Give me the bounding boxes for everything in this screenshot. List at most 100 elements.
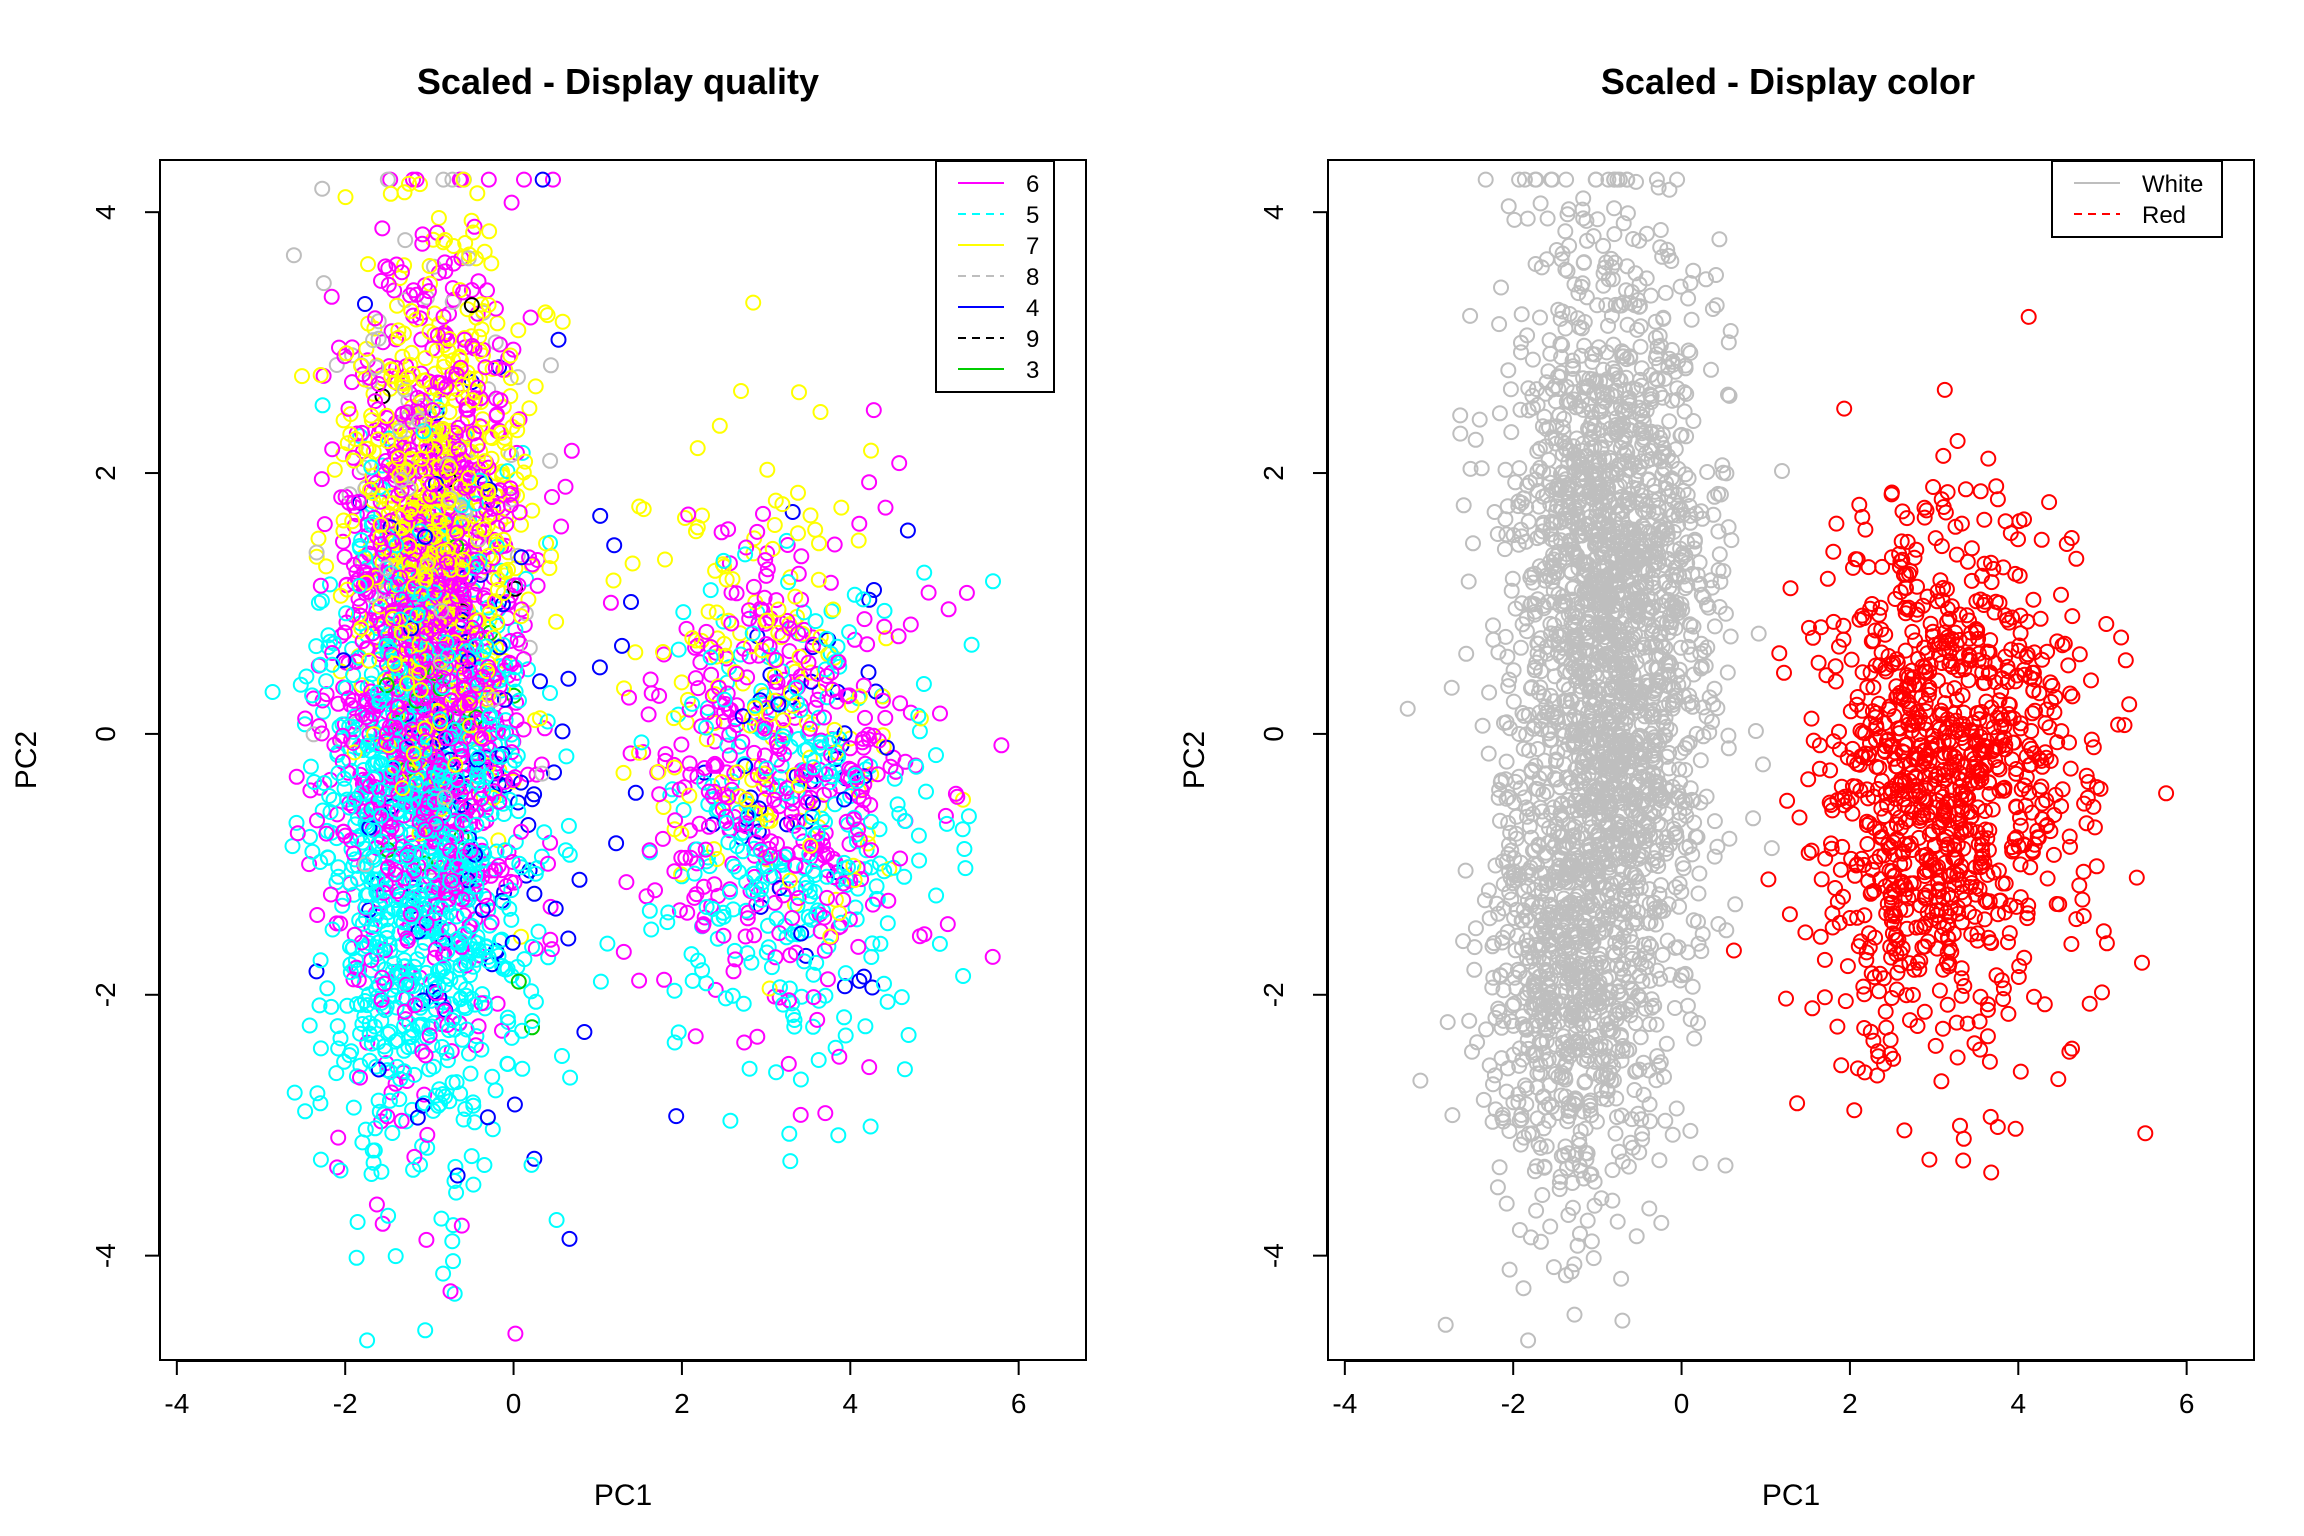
data-point [297, 710, 314, 727]
chart-title: Scaled - Display color [1601, 61, 1975, 102]
legend-label: 7 [1026, 233, 1039, 260]
data-point [673, 674, 690, 691]
data-point [304, 843, 321, 860]
data-point [377, 258, 394, 275]
data-point [657, 551, 673, 568]
data-point [529, 577, 546, 594]
data-point [357, 296, 373, 312]
data-point [809, 691, 826, 708]
y-tick-label: 0 [90, 726, 121, 742]
data-point [766, 517, 783, 533]
data-point [320, 627, 337, 644]
data-point [668, 1108, 685, 1125]
data-point [666, 759, 683, 776]
data-point [516, 617, 533, 633]
data-point [313, 471, 330, 488]
data-point [724, 773, 741, 790]
data-point [706, 876, 723, 893]
data-point [363, 1166, 380, 1182]
data-point [318, 673, 335, 690]
data-point [673, 736, 690, 753]
data-point [855, 591, 872, 608]
data-point [681, 755, 698, 772]
data-point [315, 703, 331, 720]
data-point [571, 871, 588, 888]
data-point [850, 938, 867, 955]
data-point [430, 210, 447, 226]
x-tick-label: 2 [674, 1388, 690, 1419]
data-point [836, 1009, 853, 1026]
data-point [400, 1039, 417, 1056]
y-tick-label: -2 [90, 982, 121, 1007]
data-point [322, 576, 338, 593]
data-point [374, 1215, 391, 1232]
data-point [764, 540, 781, 557]
data-point [918, 783, 934, 800]
data-point [409, 951, 426, 968]
data-point [768, 592, 785, 609]
data-point [397, 1011, 414, 1028]
data-point [335, 533, 351, 550]
legend-label: 6 [1026, 171, 1039, 198]
data-point [746, 927, 763, 944]
data-point [675, 604, 692, 621]
data-point [413, 365, 430, 382]
data-point [445, 1217, 462, 1234]
data-point [862, 1118, 879, 1135]
data-point [550, 331, 567, 348]
data-point [554, 1048, 570, 1064]
scatter-points [264, 171, 1010, 1349]
data-point [767, 949, 784, 966]
panel-quality: Scaled - Display quality -4 -2 0 2 4 6 -4-202… [10, 61, 1087, 1512]
data-point [508, 694, 525, 711]
data-point [382, 1023, 399, 1040]
data-point [458, 722, 475, 739]
data-point [803, 911, 820, 928]
x-tick-label: -2 [333, 1388, 358, 1419]
data-point [439, 1052, 456, 1069]
data-point [418, 1231, 435, 1248]
data-point [624, 555, 641, 572]
x-tick-label: -4 [164, 1388, 189, 1419]
data-point [643, 921, 660, 938]
data-point [876, 602, 893, 619]
data-point [726, 942, 743, 959]
data-point [332, 1162, 349, 1179]
y-axis-label: PC2 [10, 731, 43, 789]
data-point [775, 722, 792, 739]
data-point [466, 1114, 483, 1131]
data-point [778, 532, 795, 549]
data-point [348, 1249, 365, 1266]
data-point [313, 592, 330, 609]
data-point [591, 659, 608, 676]
data-point [957, 860, 974, 877]
data-point [352, 996, 369, 1013]
data-point [557, 842, 574, 859]
data-point [679, 904, 696, 921]
data-point [730, 738, 747, 755]
data-point [497, 842, 513, 859]
data-point [744, 709, 761, 726]
data-point [311, 997, 328, 1014]
data-point [856, 861, 873, 878]
data-point [297, 1103, 314, 1120]
data-point [286, 1084, 303, 1101]
data-point [302, 782, 319, 799]
data-point [719, 737, 736, 754]
data-point [675, 802, 692, 818]
x-tick-label: 4 [843, 1388, 859, 1419]
data-point [708, 604, 725, 621]
data-point [915, 676, 932, 692]
data-point [365, 1154, 382, 1171]
data-point [554, 313, 571, 330]
data-point [768, 1064, 785, 1081]
data-point [308, 963, 325, 980]
data-point [539, 713, 556, 730]
data-point [374, 220, 391, 237]
data-point [690, 680, 707, 697]
data-point [513, 859, 530, 876]
data-point [868, 878, 885, 895]
y-tick-label: 2 [90, 465, 121, 481]
data-point [857, 709, 873, 726]
